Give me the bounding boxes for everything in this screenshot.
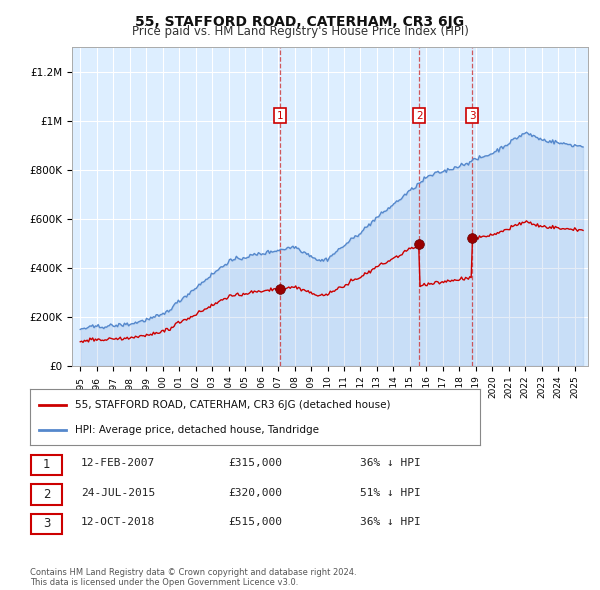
Text: 3: 3 xyxy=(469,111,476,121)
Text: Contains HM Land Registry data © Crown copyright and database right 2024.
This d: Contains HM Land Registry data © Crown c… xyxy=(30,568,356,587)
Text: 3: 3 xyxy=(43,517,50,530)
Text: £515,000: £515,000 xyxy=(228,517,282,527)
Text: 12-FEB-2007: 12-FEB-2007 xyxy=(81,458,155,468)
Text: 2: 2 xyxy=(416,111,422,121)
Text: 36% ↓ HPI: 36% ↓ HPI xyxy=(360,458,421,468)
Text: 12-OCT-2018: 12-OCT-2018 xyxy=(81,517,155,527)
Text: 24-JUL-2015: 24-JUL-2015 xyxy=(81,488,155,497)
Text: Price paid vs. HM Land Registry's House Price Index (HPI): Price paid vs. HM Land Registry's House … xyxy=(131,25,469,38)
Text: 2: 2 xyxy=(43,488,50,501)
FancyBboxPatch shape xyxy=(31,484,62,504)
Text: 1: 1 xyxy=(277,111,283,121)
FancyBboxPatch shape xyxy=(31,455,62,475)
Text: 1: 1 xyxy=(43,458,50,471)
Text: 36% ↓ HPI: 36% ↓ HPI xyxy=(360,517,421,527)
Text: 51% ↓ HPI: 51% ↓ HPI xyxy=(360,488,421,497)
Text: £315,000: £315,000 xyxy=(228,458,282,468)
Text: 55, STAFFORD ROAD, CATERHAM, CR3 6JG: 55, STAFFORD ROAD, CATERHAM, CR3 6JG xyxy=(136,15,464,29)
Text: HPI: Average price, detached house, Tandridge: HPI: Average price, detached house, Tand… xyxy=(75,425,319,435)
FancyBboxPatch shape xyxy=(31,514,62,534)
Text: £320,000: £320,000 xyxy=(228,488,282,497)
Text: 55, STAFFORD ROAD, CATERHAM, CR3 6JG (detached house): 55, STAFFORD ROAD, CATERHAM, CR3 6JG (de… xyxy=(75,400,391,410)
